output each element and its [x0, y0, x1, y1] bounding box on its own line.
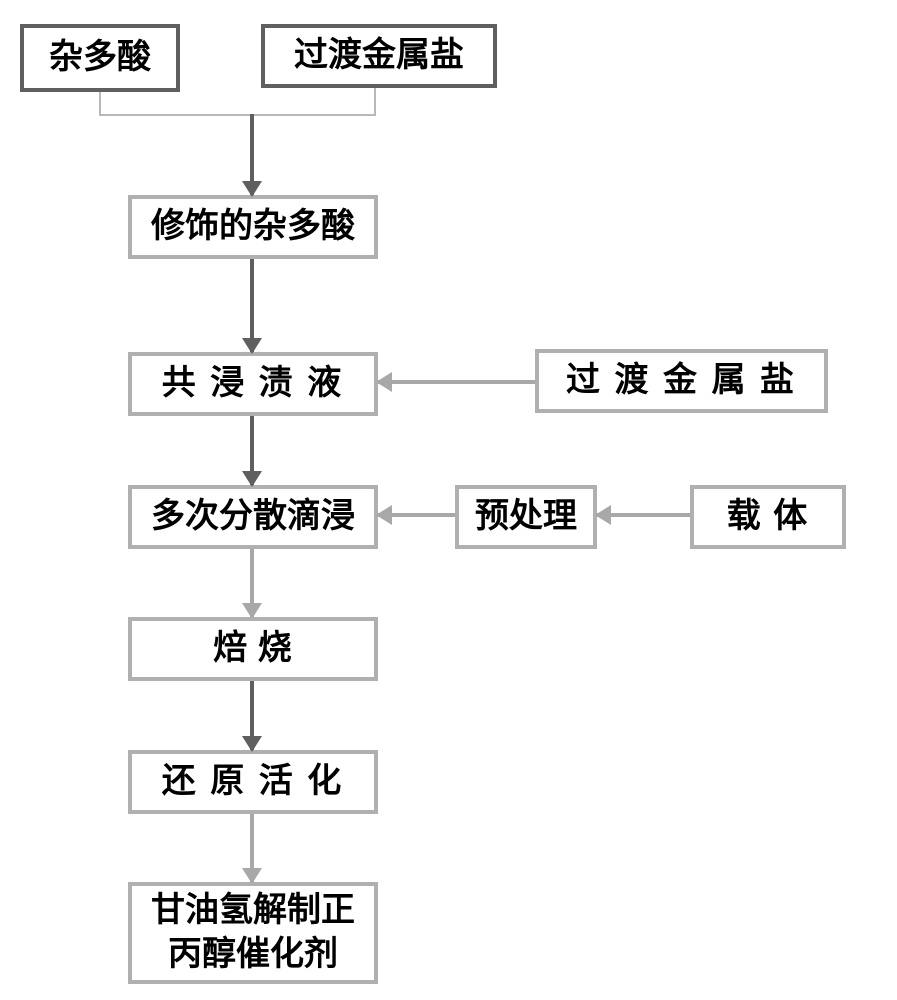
flow-node-n3: 修饰的杂多酸: [128, 195, 378, 259]
v-arrow-1: [250, 416, 254, 485]
flow-node-n8: 载 体: [690, 485, 846, 549]
h-arrow-1: [378, 513, 455, 517]
flow-node-n1: 杂多酸: [20, 24, 180, 92]
v-arrow-4: [250, 814, 254, 882]
v-arrow-2: [250, 549, 254, 617]
flow-node-n4: 共 浸 渍 液: [128, 352, 378, 416]
flow-node-n2: 过渡金属盐: [261, 24, 497, 88]
flow-node-n10: 还 原 活 化: [128, 750, 378, 814]
merge-drop-left: [99, 92, 101, 114]
v-arrow-3: [250, 681, 254, 750]
merge-hbar: [99, 114, 376, 116]
flow-node-n6: 多次分散滴浸: [128, 485, 378, 549]
merge-arrow-down: [250, 114, 254, 195]
flow-node-n9: 焙 烧: [128, 617, 378, 681]
v-arrow-0: [250, 259, 254, 352]
flow-node-n11: 甘油氢解制正 丙醇催化剂: [128, 882, 378, 984]
h-arrow-0: [378, 380, 535, 384]
h-arrow-2: [597, 513, 690, 517]
merge-drop-right: [374, 88, 376, 114]
flow-node-n7: 预处理: [455, 485, 597, 549]
flow-node-n5: 过 渡 金 属 盐: [535, 349, 828, 413]
